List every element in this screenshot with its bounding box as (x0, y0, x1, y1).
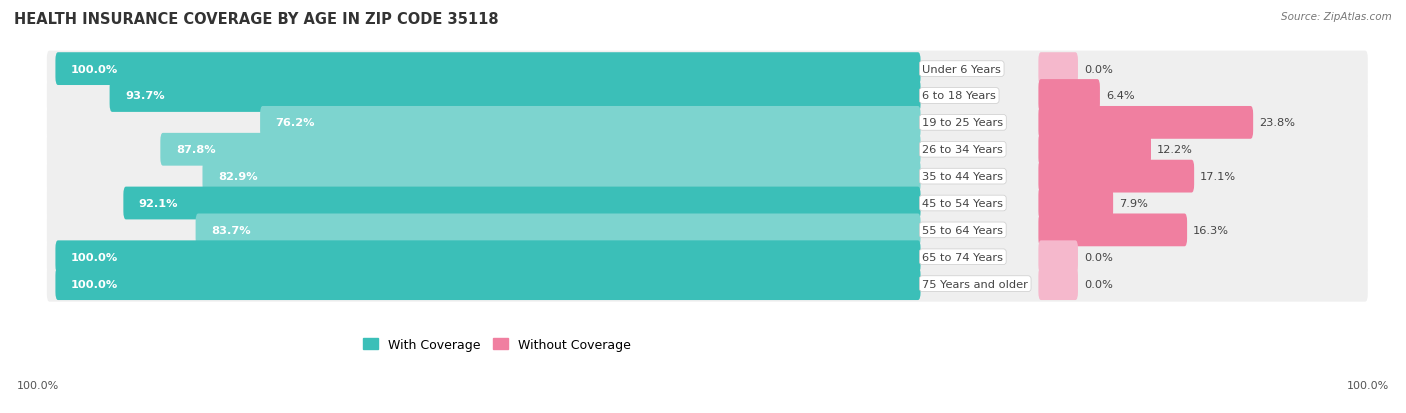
FancyBboxPatch shape (110, 80, 921, 113)
Text: 7.9%: 7.9% (1119, 199, 1149, 209)
FancyBboxPatch shape (1039, 241, 1078, 273)
FancyBboxPatch shape (1039, 214, 1187, 247)
FancyBboxPatch shape (1039, 133, 1152, 166)
FancyBboxPatch shape (55, 241, 921, 273)
FancyBboxPatch shape (160, 133, 921, 166)
FancyBboxPatch shape (55, 268, 921, 300)
Text: 12.2%: 12.2% (1157, 145, 1192, 155)
Text: Under 6 Years: Under 6 Years (922, 64, 1001, 74)
Text: 83.7%: 83.7% (211, 225, 250, 235)
Text: 100.0%: 100.0% (70, 279, 118, 289)
Text: 26 to 34 Years: 26 to 34 Years (922, 145, 1002, 155)
FancyBboxPatch shape (1039, 187, 1114, 220)
FancyBboxPatch shape (1039, 268, 1078, 300)
Text: HEALTH INSURANCE COVERAGE BY AGE IN ZIP CODE 35118: HEALTH INSURANCE COVERAGE BY AGE IN ZIP … (14, 12, 499, 27)
FancyBboxPatch shape (260, 107, 921, 140)
FancyBboxPatch shape (46, 132, 1368, 168)
FancyBboxPatch shape (1039, 80, 1099, 113)
FancyBboxPatch shape (46, 266, 1368, 302)
Legend: With Coverage, Without Coverage: With Coverage, Without Coverage (357, 333, 636, 356)
Text: 100.0%: 100.0% (70, 64, 118, 74)
Text: 6 to 18 Years: 6 to 18 Years (922, 91, 997, 101)
FancyBboxPatch shape (202, 160, 921, 193)
FancyBboxPatch shape (46, 212, 1368, 248)
FancyBboxPatch shape (46, 159, 1368, 195)
FancyBboxPatch shape (46, 239, 1368, 275)
FancyBboxPatch shape (1039, 160, 1194, 193)
Text: 65 to 74 Years: 65 to 74 Years (922, 252, 1004, 262)
Text: 16.3%: 16.3% (1194, 225, 1229, 235)
Text: 35 to 44 Years: 35 to 44 Years (922, 172, 1004, 182)
FancyBboxPatch shape (124, 187, 921, 220)
Text: 0.0%: 0.0% (1084, 64, 1114, 74)
Text: 76.2%: 76.2% (276, 118, 315, 128)
FancyBboxPatch shape (1039, 107, 1253, 140)
Text: 93.7%: 93.7% (125, 91, 165, 101)
FancyBboxPatch shape (1039, 53, 1078, 86)
Text: 23.8%: 23.8% (1260, 118, 1295, 128)
FancyBboxPatch shape (46, 185, 1368, 221)
FancyBboxPatch shape (46, 78, 1368, 114)
Text: 92.1%: 92.1% (139, 199, 179, 209)
Text: 55 to 64 Years: 55 to 64 Years (922, 225, 1004, 235)
Text: 87.8%: 87.8% (176, 145, 215, 155)
Text: Source: ZipAtlas.com: Source: ZipAtlas.com (1281, 12, 1392, 22)
Text: 45 to 54 Years: 45 to 54 Years (922, 199, 1004, 209)
Text: 100.0%: 100.0% (70, 252, 118, 262)
FancyBboxPatch shape (55, 53, 921, 86)
Text: 17.1%: 17.1% (1201, 172, 1236, 182)
Text: 100.0%: 100.0% (17, 380, 59, 390)
FancyBboxPatch shape (46, 52, 1368, 88)
Text: 82.9%: 82.9% (218, 172, 257, 182)
Text: 0.0%: 0.0% (1084, 252, 1114, 262)
FancyBboxPatch shape (195, 214, 921, 247)
Text: 100.0%: 100.0% (1347, 380, 1389, 390)
Text: 75 Years and older: 75 Years and older (922, 279, 1028, 289)
FancyBboxPatch shape (46, 105, 1368, 141)
Text: 6.4%: 6.4% (1107, 91, 1135, 101)
Text: 0.0%: 0.0% (1084, 279, 1114, 289)
Text: 19 to 25 Years: 19 to 25 Years (922, 118, 1004, 128)
